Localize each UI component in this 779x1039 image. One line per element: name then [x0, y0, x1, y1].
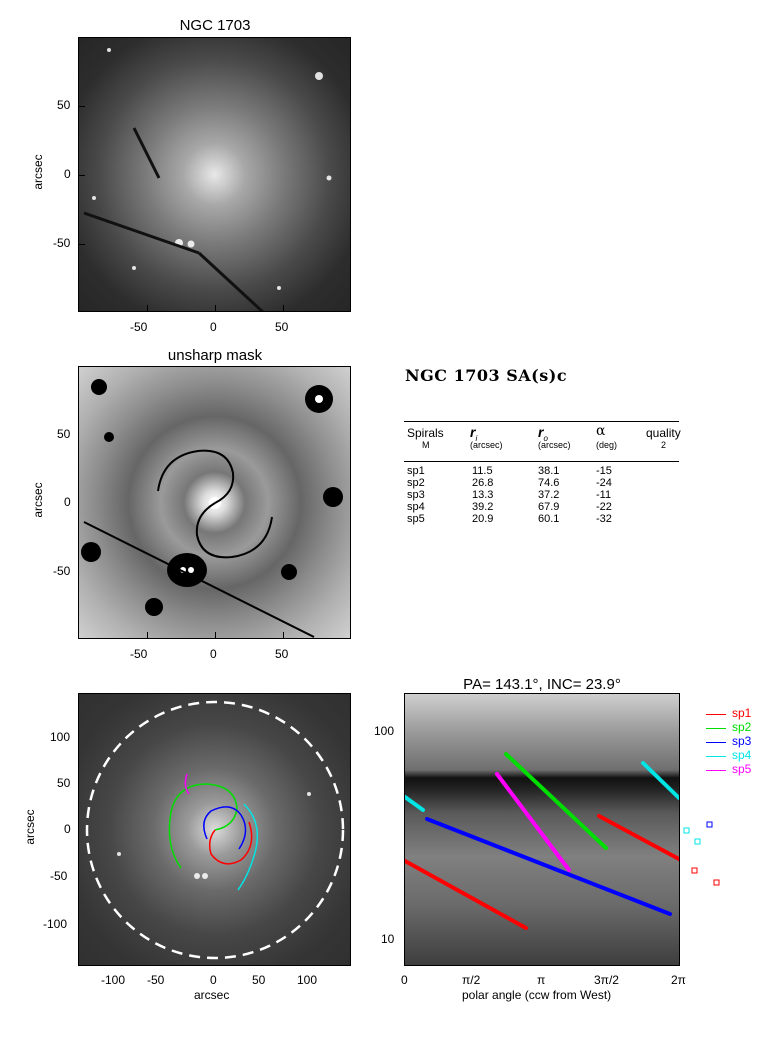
legend-label-sp5: sp5 — [732, 762, 752, 776]
p3-ytick: 50 — [57, 776, 71, 790]
legend-swatch-sp4 — [706, 756, 726, 757]
outer-radius-circle — [85, 700, 345, 960]
col-header: ri — [470, 424, 478, 443]
p4-xtick: 2π — [671, 973, 686, 987]
col-header: α — [596, 423, 606, 439]
p4-xtick: π — [537, 973, 546, 987]
sp3-fit — [425, 817, 672, 916]
col-header: quality — [646, 426, 681, 440]
galaxy-heading: NGC 1703 SA(s)c — [405, 366, 568, 385]
p3-xtick: -100 — [101, 973, 126, 987]
col-header: ro — [538, 424, 548, 443]
p4-ytick: 100 — [374, 724, 395, 738]
sp1-fit-lower — [405, 859, 528, 930]
col-subheader: (arcsec) — [470, 440, 503, 450]
spiral-sp2 — [168, 783, 238, 869]
legend-swatch-sp2 — [706, 728, 726, 729]
p3-xtick: -50 — [147, 973, 165, 987]
col-subheader: (arcsec) — [538, 440, 571, 450]
spiral-sp4 — [237, 803, 259, 891]
p2-xtick: 0 — [210, 647, 217, 661]
legend-label-sp4: sp4 — [732, 748, 752, 762]
p4-xtick: π/2 — [462, 973, 481, 987]
p3-ytick: 0 — [64, 822, 71, 836]
panel1-title: NGC 1703 — [179, 17, 251, 34]
legend-label-sp1: sp1 — [732, 706, 752, 720]
p3-ytick: -50 — [50, 869, 68, 883]
p1-ytick: -50 — [53, 236, 71, 250]
deprojected-galaxy-image — [78, 693, 351, 966]
sp1-fit-upper — [597, 814, 679, 861]
unsharp-mask-image — [78, 366, 351, 639]
p4-xtick: 0 — [401, 973, 408, 987]
p3-ylabel: arcsec — [23, 809, 37, 845]
p4-xtick: 3π/2 — [594, 973, 619, 987]
p3-xtick: 100 — [297, 973, 318, 987]
col-subheader: M — [422, 440, 430, 450]
p3-ytick: -100 — [43, 917, 68, 931]
col-subheader: (deg) — [596, 440, 618, 450]
col-subheader: 2 — [661, 440, 667, 450]
sp4-fit-right — [641, 761, 679, 800]
p1-xtick: 50 — [275, 320, 289, 334]
p1-xtick: 0 — [210, 320, 217, 334]
sp4-fit-left — [405, 795, 425, 812]
p2-ylabel: arcsec — [31, 482, 45, 518]
p1-ylabel: arcsec — [31, 154, 45, 190]
galaxy-image — [78, 37, 351, 312]
p3-xtick: 50 — [252, 973, 266, 987]
p2-xtick: -50 — [130, 647, 148, 661]
spiral-sp1 — [208, 821, 253, 865]
spiral-sp3 — [203, 806, 247, 850]
panel4-title: PA= 143.1°, INC= 23.9° — [463, 676, 621, 693]
marker-column — [683, 821, 720, 886]
panel2-title: unsharp mask — [167, 347, 263, 364]
p4-ytick: 10 — [381, 932, 395, 946]
p2-ytick: 0 — [64, 495, 71, 509]
spiral-sp5 — [184, 773, 190, 795]
sp2-fit — [504, 752, 608, 850]
legend-swatch-sp5 — [706, 770, 726, 771]
table-rule-top — [404, 421, 679, 422]
sp5-fit — [495, 772, 571, 872]
p2-xtick: 50 — [275, 647, 289, 661]
col-header: Spirals — [407, 426, 444, 440]
p2-ytick: 50 — [57, 427, 71, 441]
legend-label-sp3: sp3 — [732, 734, 752, 748]
p1-xtick: -50 — [130, 320, 148, 334]
p4-xlabel: polar angle (ccw from West) — [462, 988, 612, 1002]
table-rule-mid — [404, 461, 679, 462]
legend-swatch-sp3 — [706, 742, 726, 743]
p3-xtick: 0 — [210, 973, 217, 987]
p1-ytick: 50 — [57, 98, 71, 112]
p3-ytick: 100 — [50, 730, 71, 744]
legend-label-sp2: sp2 — [732, 720, 752, 734]
p1-ytick: 0 — [64, 167, 71, 181]
p3-xlabel: arcsec — [194, 988, 230, 1002]
polar-transform-image — [404, 693, 680, 966]
legend-swatch-sp1 — [706, 714, 726, 715]
p2-ytick: -50 — [53, 564, 71, 578]
